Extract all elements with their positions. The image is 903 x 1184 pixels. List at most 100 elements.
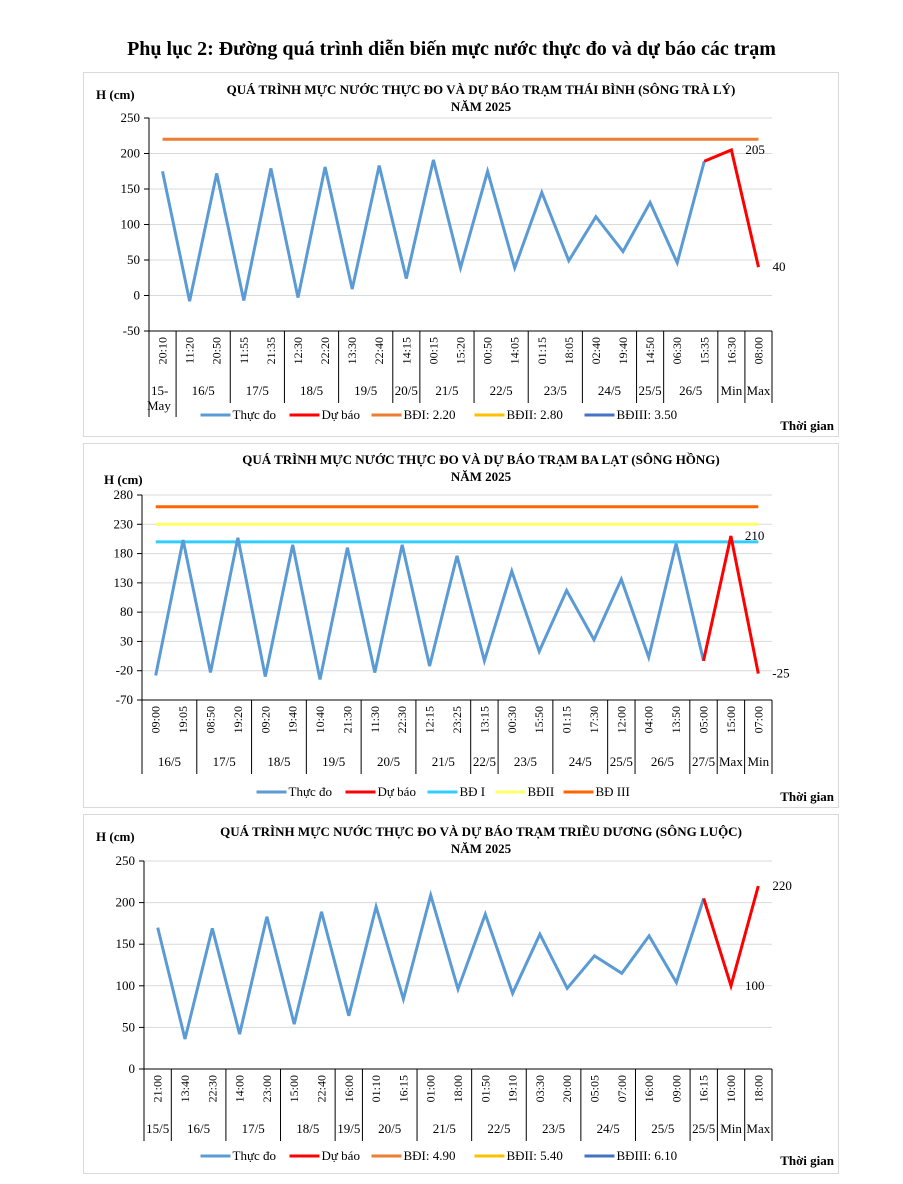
legend-label: BĐ III — [596, 784, 630, 799]
x-group-label: 25/5 — [610, 754, 633, 769]
chart-ba-lat: QUÁ TRÌNH MỰC NƯỚC THỰC ĐO VÀ DỰ BÁO TRẠ… — [83, 443, 839, 808]
x-group-label: 22/5 — [487, 1121, 510, 1136]
y-tick-label: 230 — [114, 516, 134, 531]
x-tick-label: 22:30 — [395, 706, 409, 733]
observed-series-line — [156, 889, 706, 1040]
observed-series-line — [161, 159, 706, 302]
x-tick-label: 09:00 — [669, 1075, 683, 1102]
chart-ba-lat-svg: QUÁ TRÌNH MỰC NƯỚC THỰC ĐO VÀ DỰ BÁO TRẠ… — [104, 452, 835, 804]
x-group-label: 16/5 — [192, 383, 215, 398]
x-axis-label: Thời gian — [780, 418, 835, 433]
x-group-label: 26/5 — [651, 754, 674, 769]
legend-label: Thực đo — [289, 784, 333, 799]
legend-label: BĐII: 2.80 — [507, 407, 563, 422]
x-tick-label: 01:15 — [560, 706, 574, 733]
x-tick-label: 22:20 — [318, 337, 332, 364]
data-label: 220 — [772, 878, 792, 893]
legend-label: BĐI: 4.90 — [404, 1148, 456, 1163]
x-group-label: 27/5 — [692, 754, 715, 769]
x-tick-label: 12:30 — [291, 337, 305, 364]
x-group-label: 25/5 — [692, 1121, 715, 1136]
x-tick-label: 16:00 — [342, 1075, 356, 1102]
x-tick-label: 11:30 — [368, 706, 382, 733]
x-tick-label: 01:50 — [478, 1075, 492, 1102]
x-tick-label: 05:00 — [697, 706, 711, 733]
x-tick-label: 15:50 — [532, 706, 546, 733]
data-label: 40 — [772, 259, 785, 274]
x-tick-label: 08:00 — [751, 337, 765, 364]
chart-subtitle: NĂM 2025 — [451, 469, 512, 484]
x-group-label: 23/5 — [542, 1121, 565, 1136]
legend-label: Thực đo — [233, 1148, 277, 1163]
x-group-label: 25/5 — [651, 1121, 674, 1136]
forecast-series-line — [703, 147, 760, 268]
x-group-label: 15/5 — [146, 1121, 169, 1136]
chart-subtitle: NĂM 2025 — [451, 99, 512, 114]
x-tick-label: 23:00 — [260, 1075, 274, 1102]
x-group-label: 19/5 — [322, 754, 345, 769]
data-label: 210 — [745, 528, 765, 543]
x-tick-label: 15:35 — [697, 337, 711, 364]
x-group-label: 16/5 — [187, 1121, 210, 1136]
x-axis-label: Thời gian — [780, 789, 835, 804]
chart-thai-binh: QUÁ TRÌNH MỰC NƯỚC THỰC ĐO VÀ DỰ BÁO TRẠ… — [83, 72, 839, 437]
x-tick-label: 21:00 — [151, 1075, 165, 1102]
y-tick-label: 250 — [116, 853, 136, 868]
y-tick-label: 200 — [116, 895, 136, 910]
x-tick-label: 16:00 — [642, 1075, 656, 1102]
x-group-label: Max — [747, 383, 771, 398]
x-tick-label: 16:15 — [396, 1075, 410, 1102]
x-group-label: 21/5 — [435, 383, 458, 398]
x-tick-label: 14:50 — [643, 337, 657, 364]
x-tick-label: 19:40 — [616, 337, 630, 364]
x-group-label: 18/5 — [267, 754, 290, 769]
x-tick-label: 01:00 — [424, 1075, 438, 1102]
x-tick-label: 22:40 — [314, 1075, 328, 1102]
legend-label: BĐI: 2.20 — [404, 407, 456, 422]
y-tick-label: 80 — [120, 604, 133, 619]
forecast-series-line — [702, 885, 760, 992]
x-group-label: 26/5 — [679, 383, 702, 398]
y-tick-label: 30 — [120, 633, 133, 648]
y-tick-label: 100 — [121, 217, 141, 232]
data-label: 205 — [745, 142, 765, 157]
chart-title: QUÁ TRÌNH MỰC NƯỚC THỰC ĐO VÀ DỰ BÁO TRẠ… — [220, 824, 742, 839]
x-tick-label: 14:00 — [233, 1075, 247, 1102]
x-tick-label: 07:00 — [751, 706, 765, 733]
page-title: Phụ lục 2: Đường quá trình diễn biến mực… — [127, 38, 776, 60]
x-group-label: Min — [747, 754, 769, 769]
x-group-label: Min — [721, 383, 743, 398]
x-tick-label: 05:05 — [588, 1075, 602, 1102]
y-tick-label: 50 — [122, 1019, 135, 1034]
x-tick-label: 14:05 — [508, 337, 522, 364]
y-axis-label: H (cm) — [104, 472, 143, 487]
x-group-label: 16/5 — [158, 754, 181, 769]
x-group-label: Min — [720, 1121, 742, 1136]
x-tick-label: 22:40 — [372, 337, 386, 364]
y-tick-label: 0 — [129, 1061, 136, 1076]
x-tick-label: 13:50 — [669, 706, 683, 733]
x-tick-label: 14:15 — [399, 337, 413, 364]
chart-trieu-duong: QUÁ TRÌNH MỰC NƯỚC THỰC ĐO VÀ DỰ BÁO TRẠ… — [83, 814, 839, 1174]
x-tick-label: 20:00 — [560, 1075, 574, 1102]
x-tick-label: 16:15 — [697, 1075, 711, 1102]
x-tick-label: 17:30 — [587, 706, 601, 733]
observed-series-line — [154, 537, 705, 680]
chart-trieu-duong-svg: QUÁ TRÌNH MỰC NƯỚC THỰC ĐO VÀ DỰ BÁO TRẠ… — [96, 824, 835, 1168]
x-group-label: 18/5 — [300, 383, 323, 398]
x-tick-label: 09:00 — [149, 706, 163, 733]
x-group-label: 22/5 — [473, 754, 496, 769]
legend-label: Dự báo — [322, 407, 360, 422]
x-group-label: 17/5 — [246, 383, 269, 398]
x-tick-label: 19:40 — [286, 706, 300, 733]
x-group-label: May — [147, 398, 171, 413]
x-group-label: 20/5 — [378, 1121, 401, 1136]
y-tick-label: 280 — [114, 487, 134, 502]
legend-label: Thực đo — [233, 407, 277, 422]
x-tick-label: 11:20 — [183, 337, 197, 364]
x-group-label: 17/5 — [242, 1121, 265, 1136]
x-tick-label: 20:10 — [156, 337, 170, 364]
x-tick-label: 12:00 — [614, 706, 628, 733]
x-tick-label: 21:35 — [264, 337, 278, 364]
x-tick-label: 08:50 — [203, 706, 217, 733]
